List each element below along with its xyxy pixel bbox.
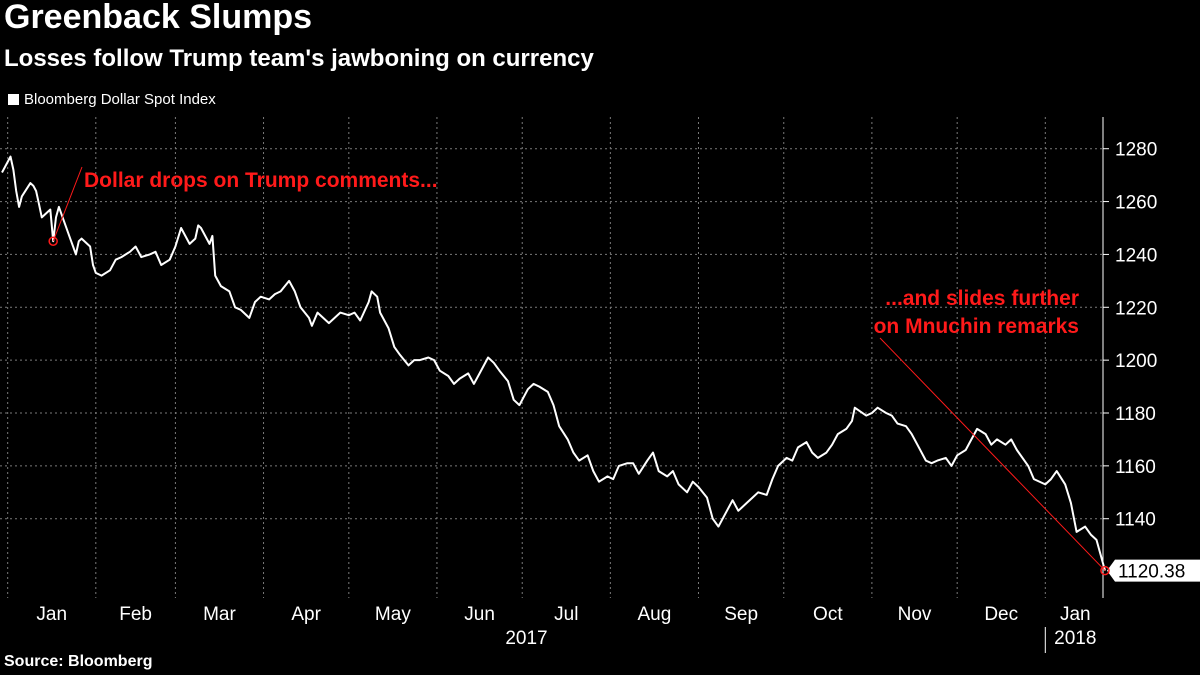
last-value-label: 1120.38 bbox=[1118, 562, 1185, 583]
annotations: Dollar drops on Trump comments... ...and … bbox=[48, 166, 1110, 576]
y-tick-label: 1140 bbox=[1115, 510, 1156, 531]
y-tick-label: 1180 bbox=[1115, 404, 1156, 425]
x-tick-label: Aug bbox=[638, 604, 672, 625]
x-tick-label: Feb bbox=[119, 604, 152, 625]
x-year-label: 2018 bbox=[1054, 628, 1096, 649]
y-tick-label: 1160 bbox=[1115, 457, 1156, 478]
x-tick-label: Jan bbox=[36, 604, 67, 625]
x-year-label: 2017 bbox=[505, 628, 547, 649]
last-value-box bbox=[1107, 559, 1200, 582]
chart-title: Greenback Slumps bbox=[4, 0, 313, 36]
annotation-marker bbox=[48, 236, 58, 246]
chart-subtitle: Losses follow Trump team's jawboning on … bbox=[4, 45, 594, 72]
x-tick-label: Jan bbox=[1060, 604, 1091, 625]
x-tick-label: Dec bbox=[984, 604, 1018, 625]
grid-lines bbox=[0, 117, 1103, 598]
y-tick-label: 1280 bbox=[1115, 140, 1157, 161]
annotation-text: on Mnuchin remarks bbox=[874, 315, 1079, 338]
series-layer bbox=[1, 155, 1106, 571]
series-line bbox=[1, 155, 1106, 571]
x-tick-label: Mar bbox=[203, 604, 236, 625]
x-tick-label: Nov bbox=[898, 604, 932, 625]
x-tick-label: Jul bbox=[554, 604, 578, 625]
y-tick-label: 1200 bbox=[1115, 351, 1157, 372]
x-tick-label: Sep bbox=[724, 604, 758, 625]
x-tick-label: Jun bbox=[464, 604, 495, 625]
annotation-leader-line bbox=[879, 337, 1106, 571]
y-tick-label: 1260 bbox=[1115, 193, 1157, 214]
annotation-text: ...and slides further bbox=[885, 287, 1079, 310]
y-tick-label: 1220 bbox=[1115, 298, 1157, 319]
legend-swatch bbox=[8, 94, 19, 105]
legend-label: Bloomberg Dollar Spot Index bbox=[24, 91, 216, 108]
annotation-leader-line bbox=[52, 166, 83, 242]
legend: Bloomberg Dollar Spot Index bbox=[8, 91, 216, 108]
axes: 1140 1160 1180 1200 1220 1240 1260 1280 Jan Feb Ma… bbox=[36, 117, 1200, 653]
annotation-text: Dollar drops on Trump comments... bbox=[84, 169, 438, 192]
y-tick-label: 1240 bbox=[1115, 245, 1157, 266]
annotation-marker bbox=[1100, 565, 1110, 576]
x-tick-label: Oct bbox=[813, 604, 843, 625]
x-tick-label: May bbox=[375, 604, 411, 625]
x-tick-label: Apr bbox=[291, 604, 321, 625]
source-note: Source: Bloomberg bbox=[4, 653, 153, 670]
